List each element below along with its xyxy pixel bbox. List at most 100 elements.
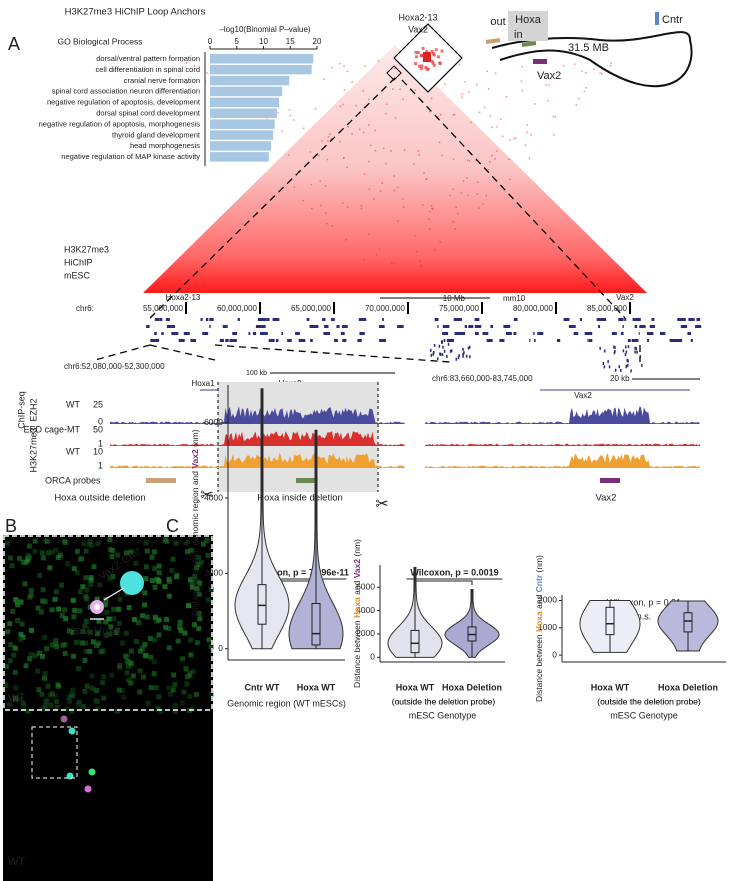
noise bbox=[14, 617, 20, 623]
hic-inset-signal bbox=[417, 64, 421, 68]
hic-speckle bbox=[476, 193, 479, 195]
noise bbox=[153, 685, 159, 691]
noise bbox=[53, 637, 59, 643]
noise bbox=[117, 620, 123, 626]
noise bbox=[59, 613, 65, 619]
hic-speckle bbox=[293, 186, 296, 188]
gene-glyph bbox=[330, 318, 335, 321]
gene-glyph bbox=[458, 318, 462, 321]
gene-glyph bbox=[190, 339, 197, 342]
gene-glyph bbox=[454, 332, 456, 335]
noise bbox=[49, 642, 55, 648]
noise bbox=[158, 708, 164, 714]
hoxa-box bbox=[508, 11, 548, 41]
gene-glyph bbox=[608, 365, 611, 369]
y-axis-title-part: and bbox=[352, 578, 362, 597]
noise bbox=[170, 687, 176, 693]
gene-glyph bbox=[443, 349, 446, 353]
hic-speckle bbox=[464, 81, 466, 83]
chart-subtitle: GO Biological Process bbox=[57, 36, 142, 46]
hic-speckle bbox=[341, 202, 344, 204]
noise bbox=[121, 694, 127, 700]
noise bbox=[91, 564, 97, 570]
gene-glyph bbox=[474, 332, 479, 335]
noise bbox=[156, 617, 162, 623]
hic-speckle bbox=[394, 261, 396, 264]
noise bbox=[29, 627, 35, 633]
bar bbox=[210, 152, 269, 162]
spot bbox=[88, 768, 96, 776]
noise bbox=[205, 552, 211, 558]
hic-speckle bbox=[482, 203, 485, 205]
gene-glyph bbox=[358, 318, 364, 321]
noise bbox=[94, 596, 100, 602]
gene-glyph bbox=[639, 325, 643, 328]
gene-glyph bbox=[298, 339, 306, 342]
gene-glyph bbox=[453, 318, 460, 321]
hic-speckle bbox=[376, 253, 378, 256]
noise bbox=[7, 621, 13, 627]
y-tick-label: 2000 bbox=[538, 595, 557, 605]
label: Vax2-Hoxa bbox=[66, 625, 120, 637]
noise bbox=[103, 633, 109, 639]
panel-label: C bbox=[166, 516, 179, 536]
gene-glyph bbox=[618, 318, 622, 321]
hic-speckle bbox=[385, 112, 387, 115]
label: EZH2 bbox=[28, 398, 38, 421]
gene-glyph bbox=[437, 325, 439, 328]
box bbox=[683, 612, 693, 633]
gene-glyph bbox=[341, 325, 348, 328]
axis-title: mESC Genotype bbox=[409, 710, 477, 720]
noise bbox=[70, 653, 76, 659]
hic-speckle bbox=[206, 72, 208, 74]
noise bbox=[90, 639, 96, 645]
noise bbox=[66, 694, 72, 700]
hic-speckle bbox=[494, 72, 497, 75]
gene-glyph bbox=[641, 363, 643, 367]
hic-speckle bbox=[331, 66, 333, 69]
label: mm10 bbox=[503, 294, 526, 303]
noise bbox=[17, 555, 23, 561]
box bbox=[605, 606, 615, 636]
noise bbox=[27, 656, 33, 662]
gene-glyph bbox=[447, 342, 450, 346]
hic-speckle bbox=[309, 151, 312, 153]
noise bbox=[198, 559, 204, 565]
hic-speckle bbox=[351, 133, 353, 135]
noise bbox=[28, 587, 34, 593]
label: Hoxa2-13 bbox=[398, 12, 437, 22]
noise bbox=[69, 691, 75, 697]
noise bbox=[177, 624, 183, 630]
gene-glyph bbox=[324, 325, 329, 328]
hic-speckle bbox=[478, 111, 481, 114]
noise bbox=[123, 550, 129, 556]
gene-glyph bbox=[639, 354, 641, 358]
hic-speckle bbox=[416, 250, 418, 253]
gene-glyph bbox=[669, 339, 676, 342]
noise bbox=[101, 695, 107, 701]
noise bbox=[53, 589, 59, 595]
noise bbox=[156, 570, 162, 576]
noise bbox=[172, 703, 178, 709]
hic-speckle bbox=[483, 106, 486, 109]
hic-speckle bbox=[434, 249, 436, 251]
hic-speckle bbox=[311, 207, 313, 210]
hic-speckle bbox=[363, 259, 365, 261]
gene-glyph bbox=[295, 332, 300, 335]
noise bbox=[23, 663, 29, 669]
hic-speckle bbox=[521, 89, 524, 92]
hic-speckle bbox=[413, 163, 415, 165]
hic-speckle bbox=[382, 147, 385, 150]
noise bbox=[204, 537, 210, 543]
gene-glyph bbox=[260, 332, 265, 335]
gene-glyph bbox=[178, 339, 185, 342]
y-tick-label: 2000 bbox=[356, 628, 375, 638]
hic-speckle bbox=[351, 81, 353, 83]
noise bbox=[94, 642, 100, 648]
gene-glyph bbox=[627, 339, 631, 342]
gene-glyph bbox=[607, 360, 609, 364]
label: Hoxa2-13 bbox=[166, 293, 201, 302]
hic-speckle bbox=[402, 98, 404, 101]
label: (outside the deletion probe) bbox=[392, 696, 496, 706]
